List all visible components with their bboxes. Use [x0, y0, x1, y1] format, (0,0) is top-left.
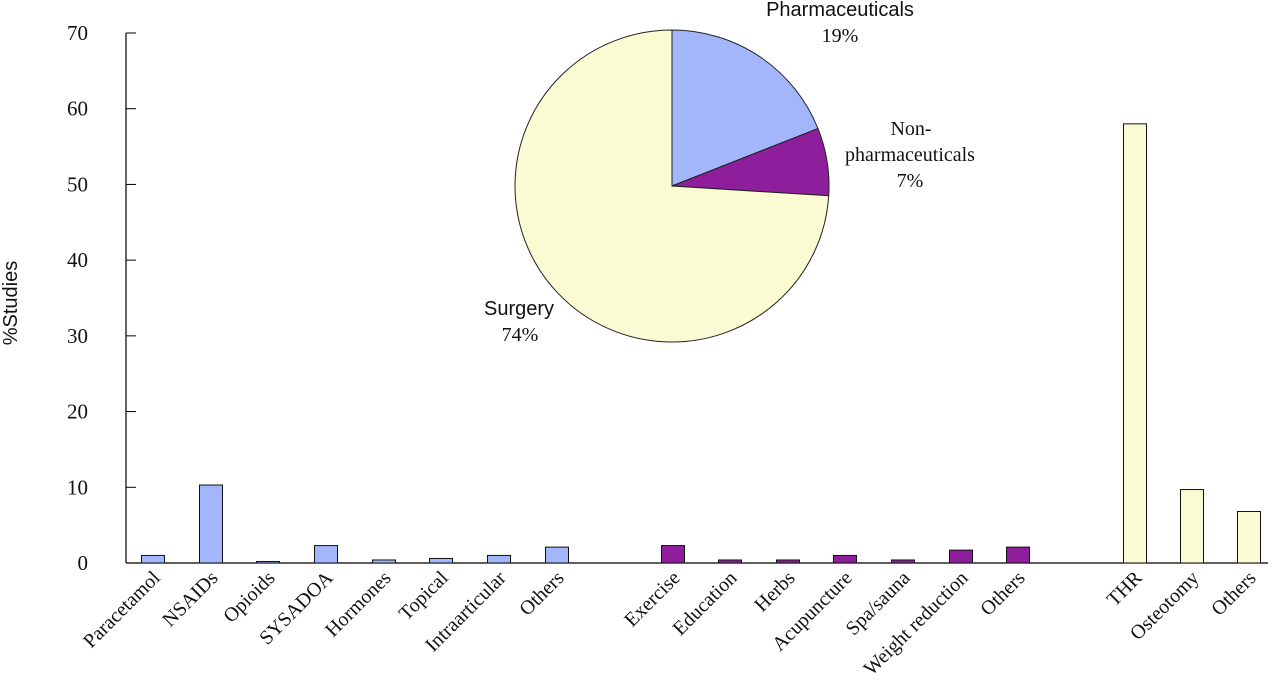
y-axis-label: %Studies: [0, 261, 22, 346]
pie-labels: Pharmaceuticals 19% Non-pharmaceuticals 7% S…: [484, 0, 975, 346]
bar-herbs: [776, 559, 800, 564]
bar-sysadoa: [314, 545, 338, 564]
bar-paracetamol: [141, 554, 165, 564]
category-label: Others: [1207, 567, 1260, 620]
category-label: Herbs: [750, 567, 799, 616]
pie-label-non-pharmaceuticals: Non-: [890, 118, 931, 140]
y-tick-label: 70: [67, 21, 88, 45]
pie-slice-surgery: [514, 29, 830, 343]
y-tick-label: 60: [67, 97, 88, 121]
bar-acupuncture: [833, 554, 857, 564]
y-tick-label: 10: [67, 475, 88, 499]
category-label: Others: [515, 567, 568, 620]
category-label: NSAIDs: [158, 567, 222, 631]
bar-thr: [1123, 123, 1147, 564]
y-tick-label: 50: [67, 172, 88, 196]
bar-spa-sauna: [891, 559, 915, 564]
y-tick-label: 0: [78, 551, 89, 575]
pie-label-pharmaceuticals: Pharmaceuticals: [766, 0, 914, 21]
bar-others: [1237, 511, 1261, 564]
pie-pct-surgery: 74%: [502, 324, 539, 346]
pie-pct-non-pharmaceuticals: 7%: [897, 170, 924, 192]
bar-hormones: [372, 559, 396, 564]
y-tick-label: 30: [67, 324, 88, 348]
bar-nsaids: [199, 484, 223, 564]
pie-slice-pharmaceuticals: [671, 29, 819, 187]
bar-series: [141, 123, 1261, 564]
category-label: Paracetamol: [79, 567, 165, 653]
y-tick-label: 40: [67, 248, 88, 272]
bar-others: [1006, 546, 1030, 564]
bar-education: [718, 559, 742, 564]
bar-weight-reduction: [949, 549, 973, 564]
bar-intraarticular: [487, 554, 511, 564]
bar-osteotomy: [1180, 489, 1204, 564]
y-tick-label: 20: [67, 400, 88, 424]
bar-exercise: [661, 545, 685, 564]
pie-label-non-pharmaceuticals-line2: pharmaceuticals: [845, 144, 975, 166]
pie-label-surgery: Surgery: [484, 298, 554, 320]
bar-others: [545, 546, 569, 564]
category-label: Weight reduction: [860, 567, 973, 680]
bar-topical: [429, 557, 453, 564]
category-label: THR: [1103, 567, 1147, 611]
category-label: Others: [976, 567, 1029, 620]
bar-axes: 0 10 20 30 40 50 60 70 %Studies: [0, 21, 1268, 575]
pie-pct-pharmaceuticals: 19%: [822, 25, 859, 47]
pie-chart: [514, 29, 830, 343]
bar-opioids: [256, 560, 280, 564]
category-label: Topical: [395, 567, 453, 625]
